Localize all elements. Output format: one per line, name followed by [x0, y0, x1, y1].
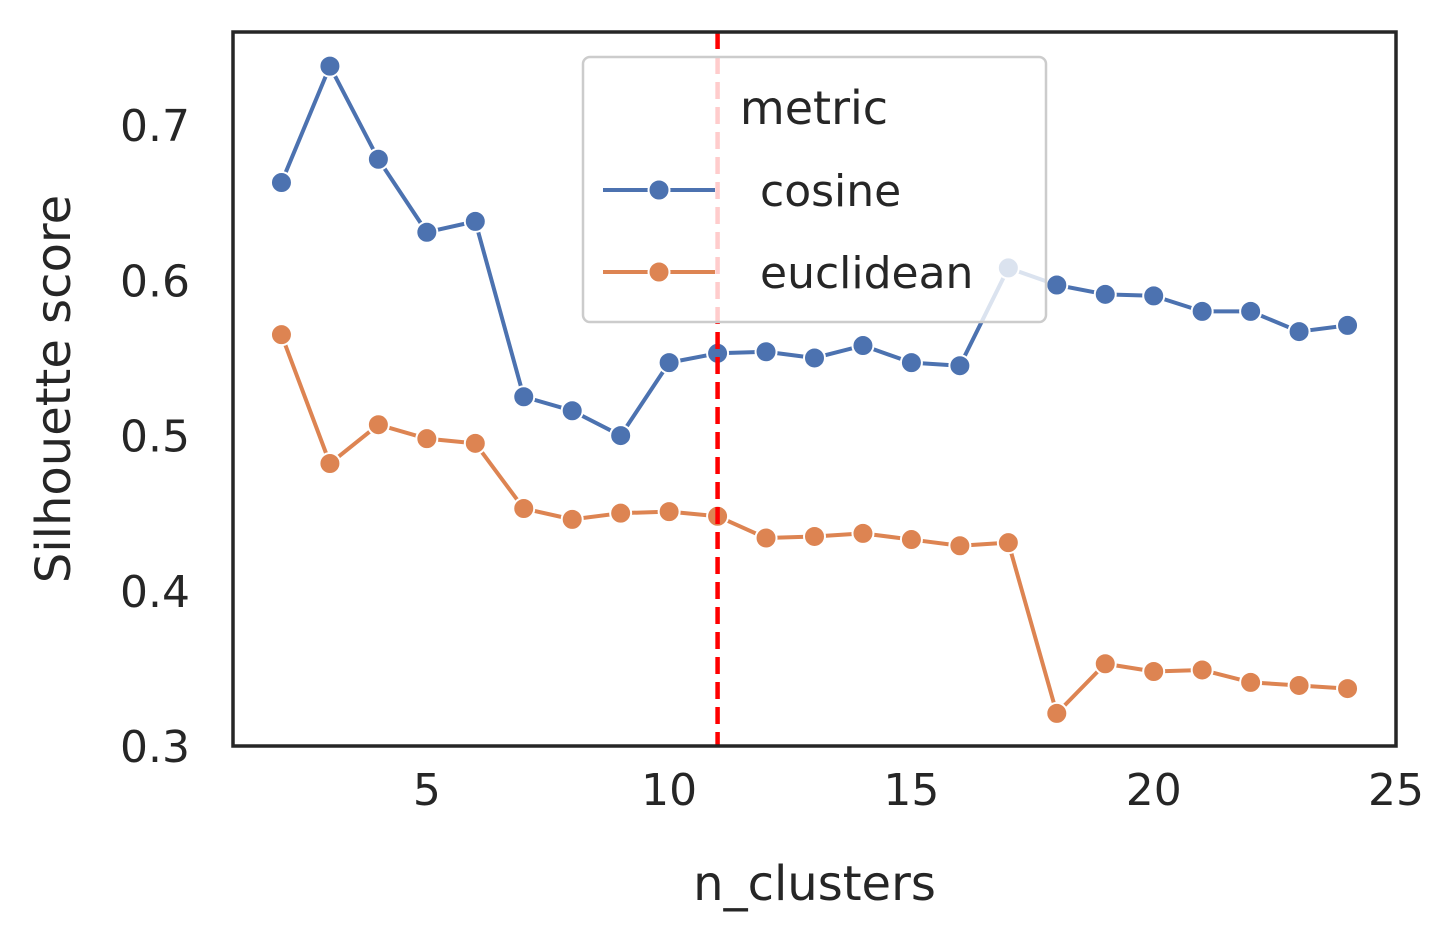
point-euclidean-3 — [318, 452, 342, 476]
point-cosine-22 — [1239, 299, 1263, 323]
point-euclidean-4 — [366, 413, 390, 437]
series-lines — [269, 54, 1360, 725]
legend: metric cosine euclidean — [581, 55, 1048, 324]
legend-label-euclidean: euclidean — [760, 248, 973, 299]
point-euclidean-20 — [1142, 659, 1166, 683]
point-euclidean-12 — [754, 526, 778, 550]
point-euclidean-16 — [948, 534, 972, 558]
point-cosine-14 — [851, 334, 875, 358]
point-euclidean-6 — [463, 431, 487, 455]
point-euclidean-21 — [1190, 658, 1214, 682]
y-tick-label: 0.5 — [120, 412, 190, 463]
point-euclidean-18 — [1045, 701, 1069, 725]
point-euclidean-9 — [609, 501, 633, 525]
point-euclidean-10 — [657, 500, 681, 524]
point-euclidean-24 — [1336, 677, 1360, 701]
point-euclidean-8 — [560, 507, 584, 531]
x-axis-label: n_clusters — [693, 856, 936, 912]
point-euclidean-14 — [851, 521, 875, 545]
y-tick-label: 0.7 — [120, 101, 190, 152]
point-euclidean-23 — [1287, 673, 1311, 697]
point-cosine-9 — [609, 424, 633, 448]
point-cosine-2 — [269, 171, 293, 195]
x-tick-label: 15 — [883, 765, 939, 816]
legend-box — [581, 55, 1048, 324]
point-cosine-21 — [1190, 299, 1214, 323]
axes: 5 10 15 20 25 0.3 0.4 0.5 0.6 0.7 n_clusters Silhou… — [26, 30, 1424, 912]
point-cosine-23 — [1287, 320, 1311, 344]
point-cosine-19 — [1093, 282, 1117, 306]
point-cosine-5 — [415, 220, 439, 244]
x-tick-label: 20 — [1126, 765, 1182, 816]
plot-frame — [231, 30, 1398, 748]
point-cosine-4 — [366, 147, 390, 171]
point-cosine-3 — [318, 54, 342, 78]
point-cosine-20 — [1142, 284, 1166, 308]
legend-swatch-marker-euclidean — [647, 260, 671, 284]
point-cosine-10 — [657, 351, 681, 375]
point-cosine-13 — [803, 346, 826, 370]
point-euclidean-22 — [1239, 670, 1263, 694]
point-euclidean-7 — [512, 497, 536, 521]
y-tick-label: 0.3 — [120, 722, 190, 773]
point-euclidean-5 — [415, 427, 439, 451]
y-tick-label: 0.4 — [120, 567, 190, 618]
series-line-euclidean — [279, 333, 1348, 716]
point-cosine-8 — [560, 399, 584, 423]
point-cosine-24 — [1336, 313, 1360, 337]
y-axis-label: Silhouette score — [26, 195, 82, 583]
point-cosine-12 — [754, 340, 778, 364]
x-tick-label: 25 — [1368, 765, 1424, 816]
point-cosine-16 — [948, 354, 972, 378]
point-euclidean-17 — [996, 531, 1020, 555]
x-tick-label: 10 — [641, 765, 697, 816]
legend-title: metric — [740, 81, 888, 135]
y-tick-label: 0.6 — [120, 256, 190, 307]
point-euclidean-2 — [269, 323, 293, 347]
point-euclidean-19 — [1093, 652, 1117, 676]
point-euclidean-15 — [899, 528, 923, 552]
x-tick-label: 5 — [413, 765, 441, 816]
point-euclidean-13 — [803, 524, 826, 548]
legend-label-cosine: cosine — [760, 166, 901, 217]
point-cosine-18 — [1045, 273, 1069, 297]
point-cosine-15 — [899, 351, 923, 375]
point-cosine-6 — [463, 209, 487, 233]
point-cosine-7 — [512, 385, 536, 409]
legend-swatch-marker-cosine — [647, 178, 671, 202]
